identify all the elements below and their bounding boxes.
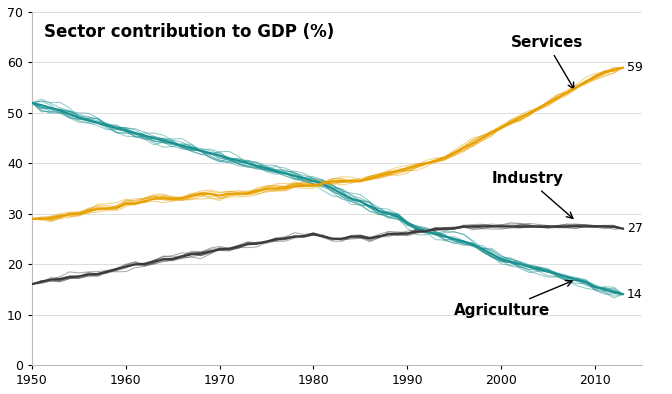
Text: Sector contribution to GDP (%): Sector contribution to GDP (%) (44, 22, 335, 41)
Text: 59: 59 (627, 61, 642, 74)
Text: Agriculture: Agriculture (454, 281, 572, 318)
Text: Services: Services (511, 35, 583, 89)
Text: Industry: Industry (492, 171, 573, 218)
Text: 27: 27 (627, 222, 642, 235)
Text: 14: 14 (627, 288, 642, 301)
